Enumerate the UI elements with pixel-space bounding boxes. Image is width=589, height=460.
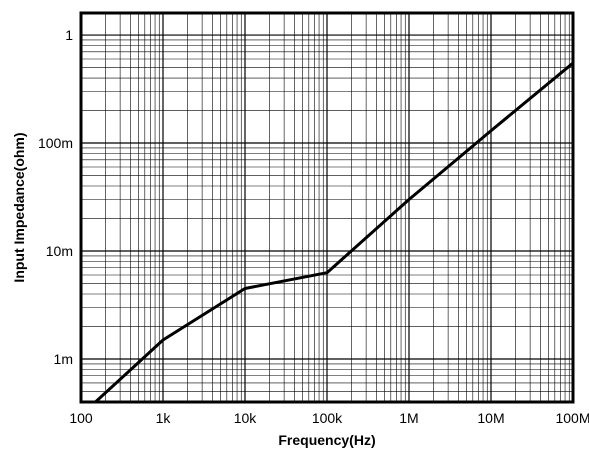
y-tick-labels: 1m 10m 100m 1 <box>38 27 73 367</box>
x-tick-label: 10k <box>234 410 258 426</box>
y-tick-label: 1 <box>65 27 73 43</box>
x-tick-label: 100k <box>312 410 343 426</box>
y-tick-label: 1m <box>54 351 73 367</box>
y-axis-title: Input Impedance(ohm) <box>11 132 27 282</box>
plot-frame <box>79 11 575 404</box>
x-tick-label: 1M <box>399 410 418 426</box>
y-tick-label: 10m <box>46 243 73 259</box>
y-tick-label: 100m <box>38 135 73 151</box>
x-tick-labels: 100 1k 10k 100k 1M 10M 100M <box>69 410 589 426</box>
x-tick-label: 1k <box>156 410 172 426</box>
x-tick-label: 100 <box>69 410 93 426</box>
series-line <box>94 61 574 404</box>
x-tick-label: 10M <box>477 410 504 426</box>
x-axis-title: Frequency(Hz) <box>278 432 375 448</box>
series-group <box>94 61 574 404</box>
x-tick-label: 100M <box>555 410 589 426</box>
grid <box>80 13 574 403</box>
